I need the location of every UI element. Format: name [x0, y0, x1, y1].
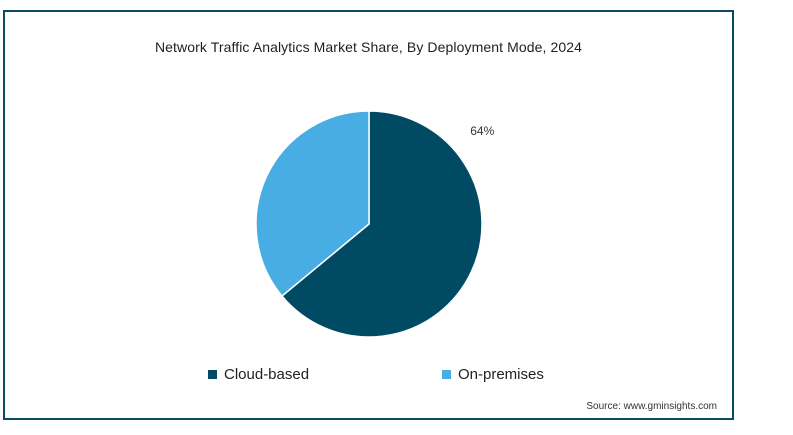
pie-slice-on-premises: [255, 110, 370, 298]
legend-item-on-premises: On-premises: [442, 366, 544, 383]
chart-frame: Network Traffic Analytics Market Share, …: [3, 10, 734, 420]
data-label-cloud-based: 64%: [470, 124, 494, 138]
legend-item-cloud-based: Cloud-based: [208, 366, 309, 383]
source-note: Source: www.gminsights.com: [586, 401, 717, 412]
legend-label-cloud-based: Cloud-based: [224, 366, 310, 383]
chart-legend: Cloud-based On-premises: [5, 366, 732, 386]
pie-chart: 64%: [255, 110, 495, 338]
legend-swatch-cloud-based: [208, 370, 217, 379]
pie-slice-cloud-based: [280, 110, 483, 338]
chart-title: Network Traffic Analytics Market Share, …: [154, 39, 583, 55]
legend-label-on-premises: On-premises: [458, 366, 544, 383]
legend-swatch-on-premises: [442, 370, 451, 379]
